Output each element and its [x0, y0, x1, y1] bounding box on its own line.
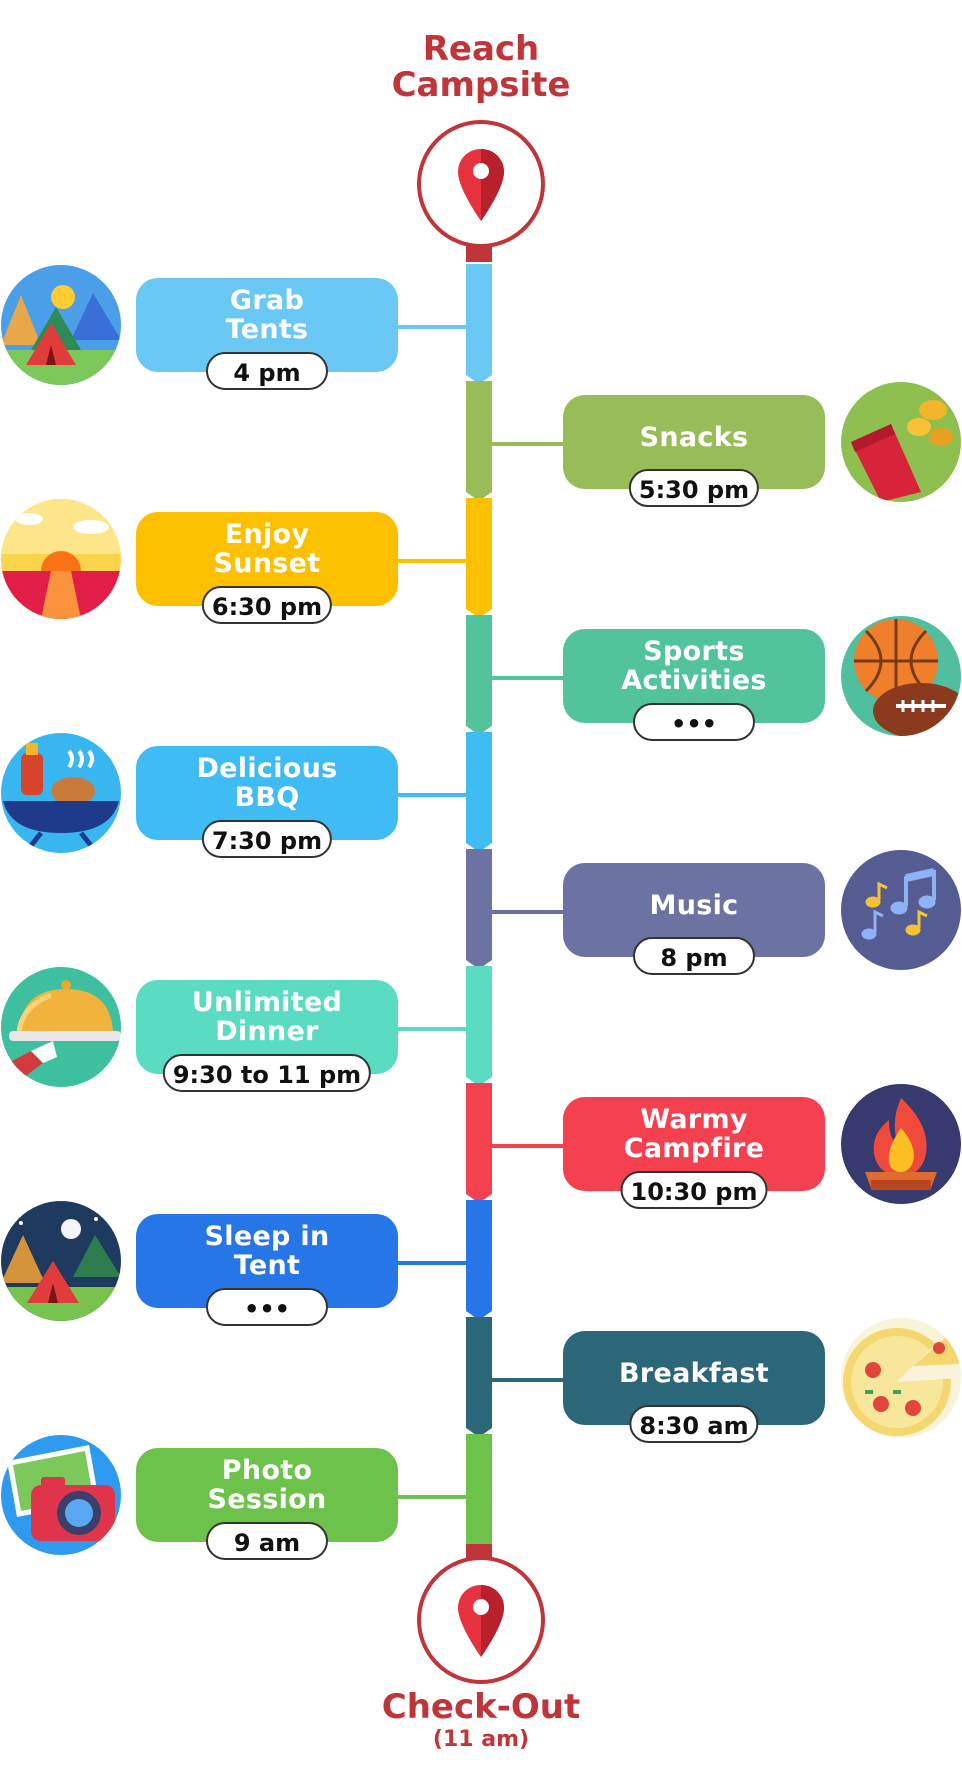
- event-label-line2: Tent: [233, 1250, 301, 1281]
- timeline-segment: [466, 381, 492, 501]
- title-top-line2: Campsite: [391, 64, 571, 105]
- title-bottom-main: Check-Out: [381, 1687, 581, 1727]
- event-label-line1: Warmy: [640, 1104, 748, 1135]
- event-time-badge: •••: [633, 703, 755, 741]
- event-label: Grab Tents: [136, 286, 398, 344]
- connector-line: [398, 1261, 466, 1265]
- event-label-line1: Grab: [229, 285, 305, 316]
- connector-line: [492, 1144, 563, 1148]
- event-time-badge: •••: [206, 1288, 328, 1326]
- campfire-icon: [841, 1084, 961, 1204]
- timeline-segment: [466, 264, 492, 384]
- event-card: Sleep in Tent •••: [136, 1214, 398, 1326]
- title-top-line1: Reach: [422, 29, 540, 69]
- event-time-badge: 4 pm: [206, 352, 328, 390]
- sunset-icon: [1, 499, 121, 619]
- event-time-badge: 8 pm: [633, 937, 755, 975]
- event-label-line2: Dinner: [215, 1016, 319, 1047]
- event-label-line1: Snacks: [639, 422, 749, 453]
- event-label: Warmy Campfire: [563, 1105, 825, 1163]
- timeline-segment: [466, 1434, 492, 1554]
- event-card: Grab Tents 4 pm: [136, 278, 398, 390]
- event-time-badge: 10:30 pm: [620, 1171, 768, 1209]
- event-label-line2: Sunset: [213, 548, 321, 579]
- event-card: Enjoy Sunset 6:30 pm: [136, 512, 398, 624]
- event-label-line1: Enjoy: [224, 519, 310, 550]
- timeline-segment: [466, 1200, 492, 1320]
- event-label-line2: BBQ: [234, 782, 300, 813]
- event-label: Enjoy Sunset: [136, 520, 398, 578]
- tents-day-icon: [1, 265, 121, 385]
- event-card: Photo Session 9 am: [136, 1448, 398, 1560]
- event-label-line2: Campfire: [623, 1133, 765, 1164]
- event-label-line1: Breakfast: [618, 1358, 770, 1389]
- music-notes-icon: [841, 850, 961, 970]
- event-card: Unlimited Dinner 9:30 to 11 pm: [136, 980, 398, 1092]
- event-label: Music: [563, 891, 825, 920]
- event-time-badge: 6:30 pm: [201, 586, 333, 624]
- title-check-out: Check-Out (11 am): [331, 1687, 631, 1752]
- event-card: Delicious BBQ 7:30 pm: [136, 746, 398, 858]
- connector-line: [398, 559, 466, 563]
- bbq-grill-icon: [1, 733, 121, 853]
- event-label: Unlimited Dinner: [136, 988, 398, 1046]
- camera-icon: [1, 1435, 121, 1555]
- connector-line: [492, 910, 563, 914]
- timeline-segment: [466, 1083, 492, 1203]
- dinner-cloche-icon: [1, 967, 121, 1087]
- timeline-start-stub: [466, 244, 492, 262]
- event-time-badge: 9:30 to 11 pm: [162, 1054, 372, 1092]
- event-label: Snacks: [563, 423, 825, 452]
- event-card: Snacks 5:30 pm: [563, 395, 825, 507]
- connector-line: [492, 676, 563, 680]
- event-label-line1: Delicious: [196, 753, 338, 784]
- event-label-line2: Session: [207, 1484, 327, 1515]
- connector-line: [492, 1378, 563, 1382]
- event-time-badge: 7:30 pm: [201, 820, 333, 858]
- event-label-line2: Tents: [225, 314, 309, 345]
- connector-line: [492, 442, 563, 446]
- start-location-pin-icon: [417, 120, 545, 248]
- timeline-segment: [466, 615, 492, 735]
- event-label: Breakfast: [563, 1359, 825, 1388]
- event-label: Sleep in Tent: [136, 1222, 398, 1280]
- event-label-line1: Sports: [643, 636, 745, 667]
- pizza-icon: [841, 1318, 961, 1438]
- title-bottom-sub: (11 am): [432, 1726, 530, 1752]
- event-label-line2: Activities: [621, 665, 767, 696]
- event-card: Warmy Campfire 10:30 pm: [563, 1097, 825, 1209]
- connector-line: [398, 325, 466, 329]
- timeline-segment: [466, 1317, 492, 1437]
- chips-snack-icon: [841, 382, 961, 502]
- event-card: Sports Activities •••: [563, 629, 825, 741]
- timeline-segment: [466, 849, 492, 969]
- event-label-line1: Photo: [221, 1455, 313, 1486]
- connector-line: [398, 1027, 466, 1031]
- event-label: Delicious BBQ: [136, 754, 398, 812]
- timeline-segment: [466, 732, 492, 852]
- event-label-line1: Sleep in: [204, 1221, 330, 1252]
- connector-line: [398, 793, 466, 797]
- sports-balls-icon: [841, 616, 961, 736]
- timeline-segment: [466, 498, 492, 618]
- end-location-pin-icon: [417, 1556, 545, 1684]
- timeline-segment: [466, 966, 492, 1086]
- event-label-line1: Unlimited: [191, 987, 343, 1018]
- event-time-badge: 8:30 am: [629, 1405, 759, 1443]
- event-label-line1: Music: [649, 890, 739, 921]
- event-time-badge: 5:30 pm: [628, 469, 760, 507]
- event-card: Music 8 pm: [563, 863, 825, 975]
- event-card: Breakfast 8:30 am: [563, 1331, 825, 1443]
- tents-night-icon: [1, 1201, 121, 1321]
- event-label: Photo Session: [136, 1456, 398, 1514]
- event-label: Sports Activities: [563, 637, 825, 695]
- title-reach-campsite: Reach Campsite: [331, 29, 631, 105]
- event-time-badge: 9 am: [206, 1522, 328, 1560]
- connector-line: [398, 1495, 466, 1499]
